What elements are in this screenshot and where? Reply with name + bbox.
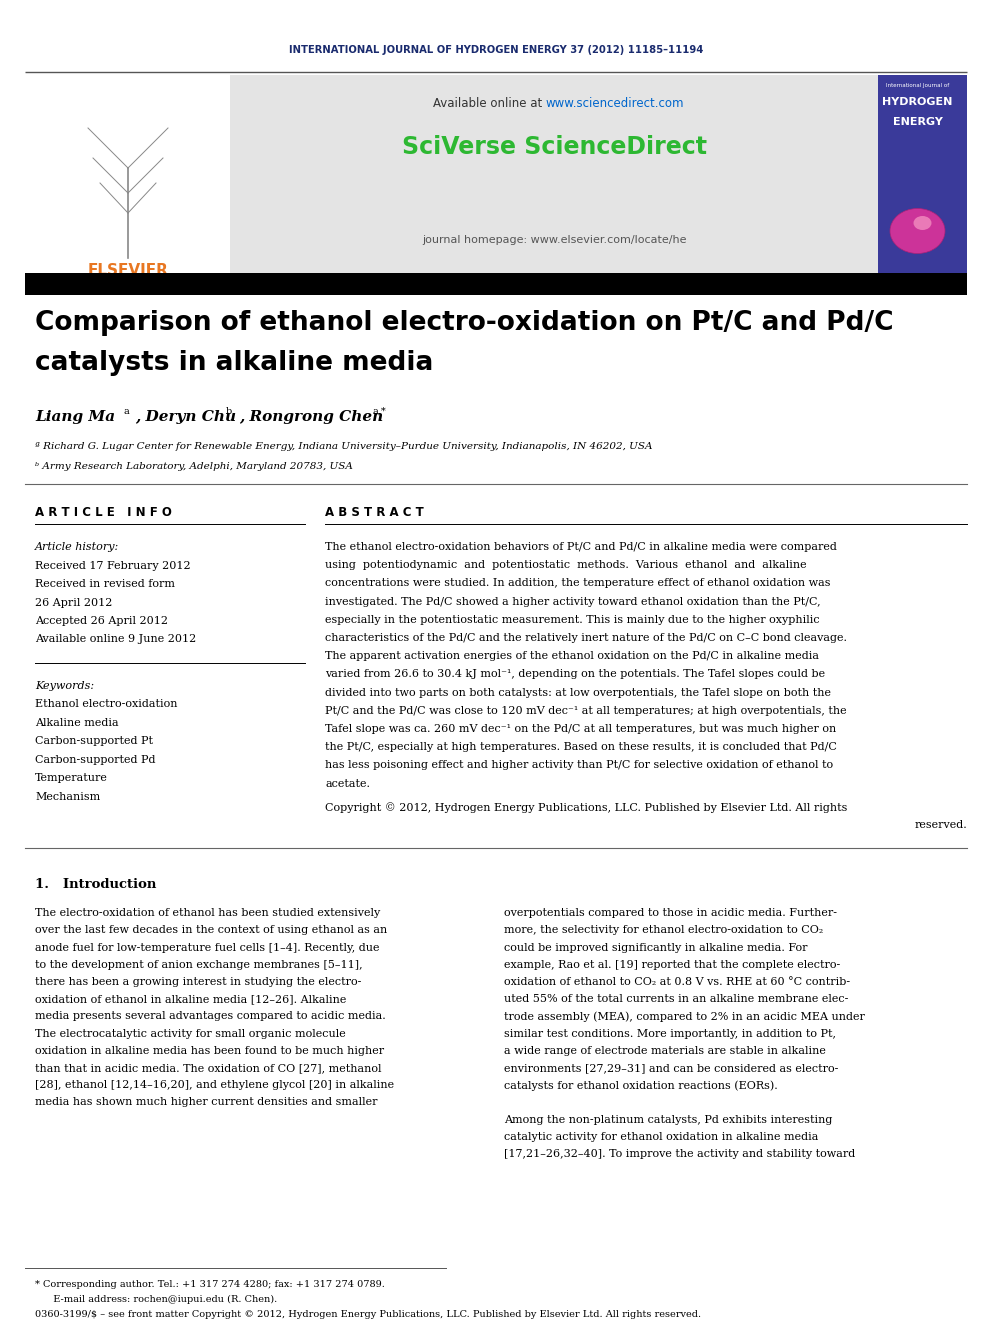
Text: Pt/C and the Pd/C was close to 120 mV dec⁻¹ at all temperatures; at high overpot: Pt/C and the Pd/C was close to 120 mV de… <box>325 705 846 716</box>
Text: than that in acidic media. The oxidation of CO [27], methanol: than that in acidic media. The oxidation… <box>35 1062 382 1073</box>
Text: Comparison of ethanol electro-oxidation on Pt/C and Pd/C: Comparison of ethanol electro-oxidation … <box>35 310 894 336</box>
Text: media has shown much higher current densities and smaller: media has shown much higher current dens… <box>35 1097 378 1107</box>
Text: Tafel slope was ca. 260 mV dec⁻¹ on the Pd/C at all temperatures, but was much h: Tafel slope was ca. 260 mV dec⁻¹ on the … <box>325 724 836 734</box>
Text: journal homepage: www.elsevier.com/locate/he: journal homepage: www.elsevier.com/locat… <box>422 235 686 245</box>
Text: [17,21–26,32–40]. To improve the activity and stability toward: [17,21–26,32–40]. To improve the activit… <box>504 1148 855 1159</box>
Text: oxidation of ethanol to CO₂ at 0.8 V vs. RHE at 60 °C contrib-: oxidation of ethanol to CO₂ at 0.8 V vs.… <box>504 976 850 987</box>
Text: Mechanism: Mechanism <box>35 792 100 802</box>
Text: HYDROGEN: HYDROGEN <box>882 97 952 107</box>
Text: acetate.: acetate. <box>325 779 370 789</box>
Text: International Journal of: International Journal of <box>886 83 949 89</box>
Text: Ethanol electro-oxidation: Ethanol electro-oxidation <box>35 700 178 709</box>
Text: 26 April 2012: 26 April 2012 <box>35 598 112 607</box>
Bar <box>25 75 230 273</box>
Text: , Rongrong Chen: , Rongrong Chen <box>239 410 383 423</box>
Text: over the last few decades in the context of using ethanol as an: over the last few decades in the context… <box>35 925 387 935</box>
Text: could be improved significantly in alkaline media. For: could be improved significantly in alkal… <box>504 942 807 953</box>
Text: example, Rao et al. [19] reported that the complete electro-: example, Rao et al. [19] reported that t… <box>504 959 840 970</box>
Bar <box>25 273 967 295</box>
Text: The electrocatalytic activity for small organic molecule: The electrocatalytic activity for small … <box>35 1028 346 1039</box>
Text: Available online at: Available online at <box>433 97 546 110</box>
Text: a wide range of electrode materials are stable in alkaline: a wide range of electrode materials are … <box>504 1045 826 1056</box>
Text: The electro-oxidation of ethanol has been studied extensively: The electro-oxidation of ethanol has bee… <box>35 908 380 918</box>
Text: oxidation in alkaline media has been found to be much higher: oxidation in alkaline media has been fou… <box>35 1045 384 1056</box>
Text: Temperature: Temperature <box>35 774 108 783</box>
Text: b: b <box>226 407 232 415</box>
Text: 1.   Introduction: 1. Introduction <box>35 878 157 892</box>
Bar <box>878 75 967 273</box>
Text: A R T I C L E   I N F O: A R T I C L E I N F O <box>35 505 172 519</box>
Text: catalysts for ethanol oxidation reactions (EORs).: catalysts for ethanol oxidation reaction… <box>504 1080 778 1090</box>
Text: catalytic activity for ethanol oxidation in alkaline media: catalytic activity for ethanol oxidation… <box>504 1131 818 1142</box>
Text: Among the non-platinum catalysts, Pd exhibits interesting: Among the non-platinum catalysts, Pd exh… <box>504 1114 832 1125</box>
Text: SciVerse ScienceDirect: SciVerse ScienceDirect <box>402 135 706 159</box>
Text: more, the selectivity for ethanol electro-oxidation to CO₂: more, the selectivity for ethanol electr… <box>504 925 823 935</box>
Text: Alkaline media: Alkaline media <box>35 718 119 728</box>
Text: the Pt/C, especially at high temperatures. Based on these results, it is conclud: the Pt/C, especially at high temperature… <box>325 742 837 753</box>
Text: The ethanol electro-oxidation behaviors of Pt/C and Pd/C in alkaline media were : The ethanol electro-oxidation behaviors … <box>325 542 837 552</box>
Text: The apparent activation energies of the ethanol oxidation on the Pd/C in alkalin: The apparent activation energies of the … <box>325 651 819 662</box>
Text: to the development of anion exchange membranes [5–11],: to the development of anion exchange mem… <box>35 959 363 970</box>
Text: there has been a growing interest in studying the electro-: there has been a growing interest in stu… <box>35 976 361 987</box>
Text: Carbon-supported Pd: Carbon-supported Pd <box>35 755 156 765</box>
Bar <box>230 75 878 273</box>
Text: a,*: a,* <box>372 407 386 415</box>
Text: Received 17 February 2012: Received 17 February 2012 <box>35 561 190 570</box>
Text: ª Richard G. Lugar Center for Renewable Energy, Indiana University–Purdue Univer: ª Richard G. Lugar Center for Renewable … <box>35 442 653 451</box>
Text: ELSEVIER: ELSEVIER <box>87 263 169 278</box>
Text: A B S T R A C T: A B S T R A C T <box>325 505 424 519</box>
Text: varied from 26.6 to 30.4 kJ mol⁻¹, depending on the potentials. The Tafel slopes: varied from 26.6 to 30.4 kJ mol⁻¹, depen… <box>325 669 825 680</box>
Text: Available online 9 June 2012: Available online 9 June 2012 <box>35 635 196 644</box>
Text: Article history:: Article history: <box>35 542 119 552</box>
Text: Accepted 26 April 2012: Accepted 26 April 2012 <box>35 617 168 626</box>
Text: using  potentiodynamic  and  potentiostatic  methods.  Various  ethanol  and  al: using potentiodynamic and potentiostatic… <box>325 560 806 570</box>
Text: ENERGY: ENERGY <box>893 116 942 127</box>
Text: media presents several advantages compared to acidic media.: media presents several advantages compar… <box>35 1011 386 1021</box>
Text: Keywords:: Keywords: <box>35 681 94 691</box>
Text: overpotentials compared to those in acidic media. Further-: overpotentials compared to those in acid… <box>504 908 837 918</box>
Text: similar test conditions. More importantly, in addition to Pt,: similar test conditions. More importantl… <box>504 1028 836 1039</box>
Text: characteristics of the Pd/C and the relatively inert nature of the Pd/C on C–C b: characteristics of the Pd/C and the rela… <box>325 632 847 643</box>
Text: 0360-3199/$ – see front matter Copyright © 2012, Hydrogen Energy Publications, L: 0360-3199/$ – see front matter Copyright… <box>35 1310 701 1319</box>
Text: INTERNATIONAL JOURNAL OF HYDROGEN ENERGY 37 (2012) 11185–11194: INTERNATIONAL JOURNAL OF HYDROGEN ENERGY… <box>289 45 703 56</box>
Text: has less poisoning effect and higher activity than Pt/C for selective oxidation : has less poisoning effect and higher act… <box>325 761 833 770</box>
Text: www.sciencedirect.com: www.sciencedirect.com <box>546 97 684 110</box>
Text: oxidation of ethanol in alkaline media [12–26]. Alkaline: oxidation of ethanol in alkaline media [… <box>35 994 346 1004</box>
Text: catalysts in alkaline media: catalysts in alkaline media <box>35 351 434 376</box>
Text: investigated. The Pd/C showed a higher activity toward ethanol oxidation than th: investigated. The Pd/C showed a higher a… <box>325 597 820 607</box>
Text: divided into two parts on both catalysts: at low overpotentials, the Tafel slope: divided into two parts on both catalysts… <box>325 688 831 697</box>
Text: Received in revised form: Received in revised form <box>35 579 175 589</box>
Text: concentrations were studied. In addition, the temperature effect of ethanol oxid: concentrations were studied. In addition… <box>325 578 830 589</box>
Ellipse shape <box>890 209 945 254</box>
Text: Copyright © 2012, Hydrogen Energy Publications, LLC. Published by Elsevier Ltd. : Copyright © 2012, Hydrogen Energy Public… <box>325 802 847 812</box>
Text: anode fuel for low-temperature fuel cells [1–4]. Recently, due: anode fuel for low-temperature fuel cell… <box>35 942 380 953</box>
Ellipse shape <box>914 216 931 230</box>
Text: trode assembly (MEA), compared to 2% in an acidic MEA under: trode assembly (MEA), compared to 2% in … <box>504 1011 865 1021</box>
Text: Carbon-supported Pt: Carbon-supported Pt <box>35 737 153 746</box>
Text: uted 55% of the total currents in an alkaline membrane elec-: uted 55% of the total currents in an alk… <box>504 994 848 1004</box>
Text: [28], ethanol [12,14–16,20], and ethylene glycol [20] in alkaline: [28], ethanol [12,14–16,20], and ethylen… <box>35 1080 394 1090</box>
Text: especially in the potentiostatic measurement. This is mainly due to the higher o: especially in the potentiostatic measure… <box>325 615 819 624</box>
Text: E-mail address: rochen@iupui.edu (R. Chen).: E-mail address: rochen@iupui.edu (R. Che… <box>47 1295 277 1304</box>
Text: environments [27,29–31] and can be considered as electro-: environments [27,29–31] and can be consi… <box>504 1062 838 1073</box>
Text: , Deryn Chu: , Deryn Chu <box>135 410 236 423</box>
Text: ᵇ Army Research Laboratory, Adelphi, Maryland 20783, USA: ᵇ Army Research Laboratory, Adelphi, Mar… <box>35 462 353 471</box>
Text: a: a <box>123 407 129 415</box>
Text: Liang Ma: Liang Ma <box>35 410 115 423</box>
Text: * Corresponding author. Tel.: +1 317 274 4280; fax: +1 317 274 0789.: * Corresponding author. Tel.: +1 317 274… <box>35 1279 385 1289</box>
Text: reserved.: reserved. <box>915 820 967 830</box>
